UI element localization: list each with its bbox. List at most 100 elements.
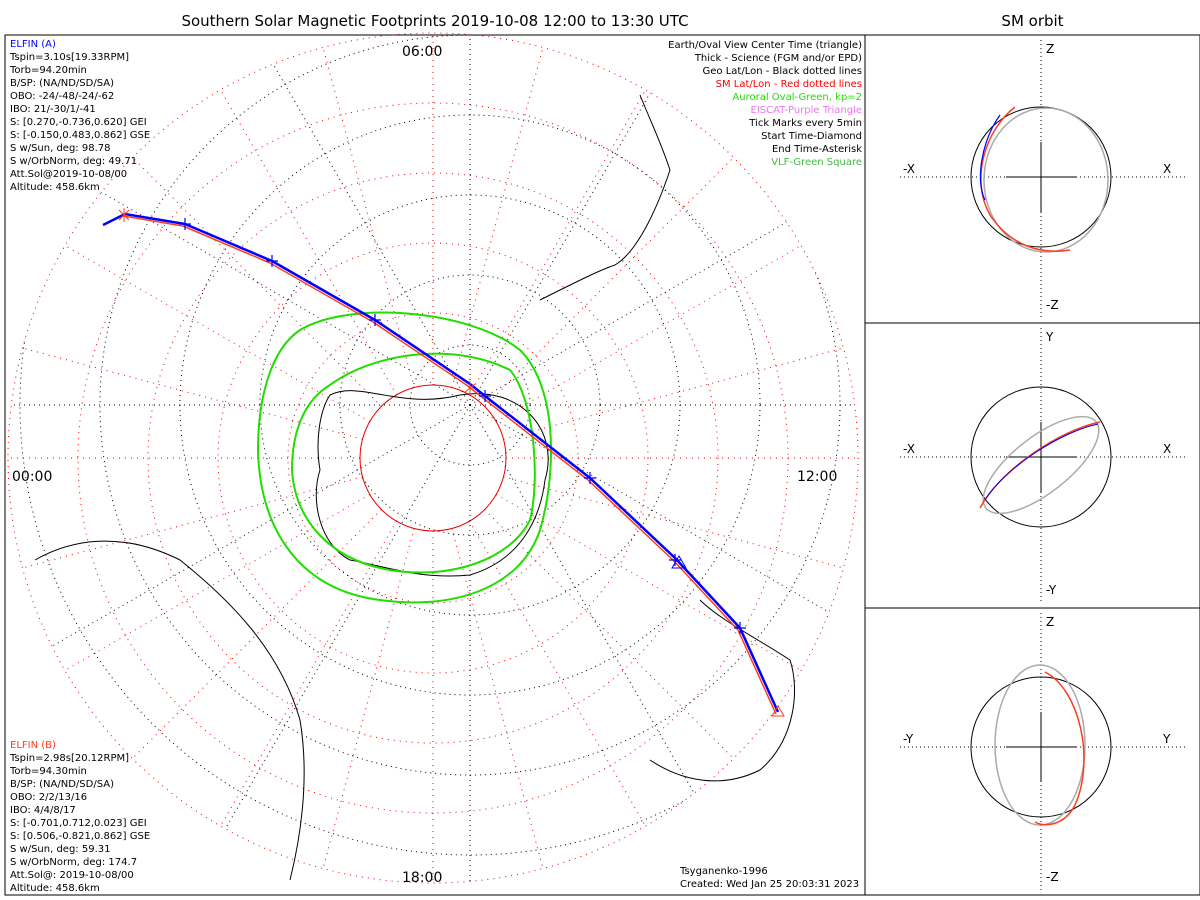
orbit-title: SM orbit: [1001, 12, 1064, 30]
sm-longitude-line: [132, 509, 382, 759]
elfin-a-orbit: [979, 114, 1001, 201]
antarctica-coastline: [315, 390, 549, 577]
elfin-b-info-line: S w/OrbNorm, deg: 174.7: [10, 857, 138, 868]
orbit-panel-frame: [864, 607, 1200, 896]
elfin-a-info-line: S w/Sun, deg: 98.78: [10, 143, 111, 154]
plot-title: Southern Solar Magnetic Footprints 2019-…: [181, 12, 689, 30]
sm-latitude-circle: [7, 32, 859, 884]
geo-longitude-line: [209, 404, 471, 856]
legend-entry: Tick Marks every 5min: [749, 118, 862, 129]
legend-entry: EISCAT-Purple Triangle: [750, 105, 863, 116]
elfin-a-info-line: Torb=94.20min: [10, 65, 87, 76]
elfin-b-info-line: S w/Sun, deg: 59.31: [10, 844, 111, 855]
sm-longitude-line: [451, 528, 544, 869]
orbit-panel-frame: [864, 34, 1200, 324]
elfin-b-info-line: S: [-0.701,0.712,0.023] GEI: [10, 818, 147, 829]
elfin-b-info: ELFIN (B) Tspin=2.98s[20.12RPM] Torb=94.3…: [10, 739, 150, 895]
geo-longitude-line: [469, 33, 731, 406]
legend-entry: Thick - Science (FGM and/or EPD): [694, 53, 862, 64]
elfin-b-footprint-track: [122, 215, 777, 715]
sm-longitude-line: [132, 157, 382, 407]
sm-longitude-line: [469, 520, 646, 827]
sm-longitude-line: [22, 347, 363, 440]
geo-longitude-line: [469, 144, 858, 406]
elfin-b-info-line: Altitude: 458.6km: [10, 883, 100, 894]
legend: Earth/Oval View Center Time (triangle) Th…: [668, 39, 862, 169]
elfin-a-info-line: S: [0.270,-0.736,0.620] GEI: [10, 117, 147, 128]
credits: Tsyganenko-1996 Created: Wed Jan 25 20:0…: [680, 865, 859, 891]
legend-entry: Earth/Oval View Center Time (triangle): [668, 40, 862, 51]
orbit-axis-label: -Y: [1046, 583, 1057, 597]
legend-entry: Geo Lat/Lon - Black dotted lines: [702, 66, 862, 77]
legend-entry: Auroral Oval-Green, kp=2: [732, 92, 862, 103]
earth-circle: [970, 386, 1112, 528]
sm-latitude-circle: [147, 172, 719, 744]
orbit-panel-frame: [864, 322, 1200, 609]
sm-longitude-line: [495, 245, 802, 422]
elfin-b-info-line: B/SP: (NA/ND/SD/SA): [10, 779, 114, 790]
legend-entry: SM Lat/Lon - Red dotted lines: [715, 79, 862, 90]
elfin-b-info-line: Tspin=2.98s[20.12RPM]: [10, 753, 130, 764]
elfin-b-orbit: [980, 106, 1071, 252]
sm-latitude-circle: [359, 384, 507, 532]
orbit-axis-label: Z: [1046, 615, 1055, 629]
tick-mark: [479, 390, 491, 402]
elfin-a-info: ELFIN (A) Tspin=3.10s[19.33RPM] Torb=94.2…: [10, 38, 150, 194]
elfin-a-info-line: S: [-0.150,0.483,0.862] GSE: [10, 130, 151, 141]
elfin-b-info-line: S: [0.506,-0.821,0.862] GSE: [10, 831, 151, 842]
legend-entry: Start Time-Diamond: [761, 131, 862, 142]
earth-center-cross: [1006, 712, 1076, 782]
elfin-a-name: ELFIN (A): [10, 39, 56, 50]
orbit-axis-label: Y: [1163, 732, 1171, 746]
model-name: Tsyganenko-1996: [680, 866, 768, 877]
elfin-b-orbit: [1034, 671, 1085, 826]
orbit-axis-label: -X: [903, 442, 915, 456]
sm-latitude-circle: [77, 102, 789, 814]
australia-coastline: [649, 599, 795, 782]
sm-longitude-line: [220, 520, 397, 827]
orbit-axis-label: Y: [1046, 330, 1054, 344]
orbit-axis-label: X: [1163, 162, 1172, 176]
earth-circle: [970, 676, 1112, 818]
elfin-a-info-line: IBO: 21/-30/1/-41: [10, 104, 96, 115]
geo-longitude-line: [19, 144, 471, 406]
orbit-path-gray: [982, 415, 1100, 515]
orbit-path-gray: [994, 664, 1086, 826]
hour-label-bottom: 18:00: [402, 870, 443, 886]
view-center-triangle: [671, 555, 687, 569]
elfin-b-info-line: Torb=94.30min: [10, 766, 87, 777]
legend-entry: End Time-Asterisk: [771, 144, 862, 155]
geo-longitude-line: [469, 404, 731, 856]
elfin-a-info-line: OBO: -24/-48/-24/-62: [10, 91, 115, 102]
africa-coastline: [539, 94, 671, 301]
sm-longitude-line: [322, 528, 415, 869]
geo-longitude-line: [19, 404, 471, 666]
sm-longitude-line: [22, 476, 363, 569]
hour-label-left: 00:00: [12, 469, 53, 485]
end-time-asterisk: [464, 381, 476, 395]
earth-center-cross: [1006, 142, 1076, 212]
tick-mark: [584, 472, 596, 484]
elfin-b-name: ELFIN (B): [10, 740, 56, 751]
elfin-a-info-line: Att.Sol@2019-10-08/00: [10, 169, 128, 180]
hour-label-top: 06:00: [402, 44, 443, 60]
elfin-a-info-line: B/SP: (NA/ND/SD/SA): [10, 78, 114, 89]
sm-longitude-line: [220, 89, 397, 396]
earth-circle: [970, 106, 1112, 248]
sm-longitude-line: [469, 89, 646, 396]
hour-label-right: 12:00: [797, 469, 838, 485]
orbit-axis-label: -Z: [1046, 298, 1059, 312]
sm-longitude-line: [484, 509, 734, 759]
orbit-axis-label: Z: [1046, 42, 1055, 56]
sm-longitude-line: [503, 476, 844, 569]
south-america-coastline: [34, 540, 305, 881]
auroral-oval-inner: [290, 352, 536, 574]
sm-latitude-circle: [217, 242, 649, 674]
elfin-b-info-line: Att.Sol@: 2019-10-08/00: [10, 870, 134, 881]
elfin-a-info-line: Tspin=3.10s[19.33RPM]: [10, 52, 130, 63]
tick-mark: [669, 554, 681, 566]
orbit-axis-label: -Z: [1046, 870, 1059, 884]
elfin-a-orbit: [984, 423, 1099, 501]
tick-mark: [369, 314, 381, 326]
